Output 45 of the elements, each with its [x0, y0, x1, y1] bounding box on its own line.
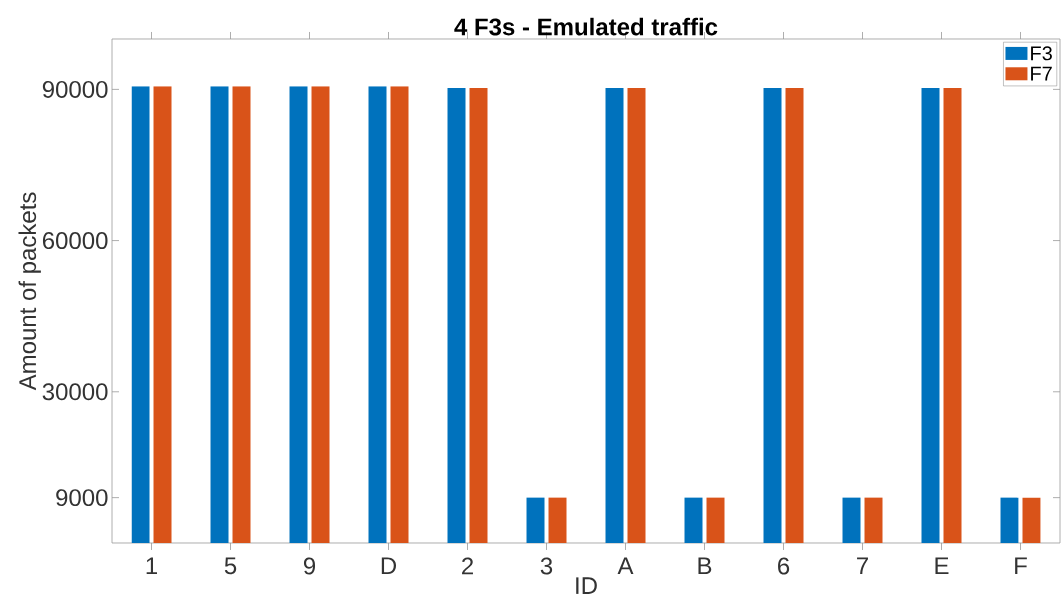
bar: [232, 86, 251, 543]
y-tick-label: 9000: [56, 489, 108, 507]
bar: [785, 87, 804, 543]
y-tick-label: 60000: [42, 232, 108, 250]
y-tick-label: 90000: [42, 80, 108, 98]
y-tick-label: 30000: [42, 383, 108, 401]
x-tick-label: 5: [224, 557, 237, 575]
x-tick-label: 7: [857, 557, 868, 575]
x-tick-label: B: [698, 557, 712, 575]
chart-title: 4 F3s - Emulated traffic: [454, 17, 718, 36]
bar: [627, 87, 646, 543]
x-axis-title: ID: [576, 577, 597, 594]
bar: [548, 497, 567, 543]
x-tick-label: F: [1015, 557, 1027, 575]
x-tick-label: 9: [303, 557, 316, 575]
bar: [684, 497, 703, 543]
bar: [447, 87, 466, 543]
bar: [131, 86, 150, 543]
bar: [605, 87, 624, 543]
x-tick-label: 2: [462, 557, 473, 575]
x-tick-label: D: [381, 557, 397, 575]
bar: [368, 86, 387, 543]
bar: [763, 87, 782, 543]
bar: [864, 497, 883, 543]
bar: [842, 497, 861, 543]
bar: [153, 86, 172, 543]
x-tick-label: 3: [540, 557, 553, 575]
bar: [390, 86, 409, 543]
legend-label: F7: [1031, 66, 1052, 81]
x-tick-label: 6: [778, 557, 790, 575]
bar: [706, 497, 725, 543]
x-tick-label: E: [935, 557, 949, 575]
bar: [289, 86, 308, 543]
bar: [311, 86, 330, 543]
x-tick-label: A: [617, 557, 634, 575]
bar: [210, 86, 229, 543]
bar: [526, 497, 545, 543]
bar: [1000, 497, 1019, 543]
y-axis-title: Amount of packets: [18, 192, 41, 391]
bar: [921, 87, 940, 543]
legend-label: F3: [1031, 46, 1052, 61]
x-tick-label: 1: [146, 557, 158, 575]
bar: [1022, 497, 1041, 543]
bar: [469, 87, 488, 543]
bar: [943, 87, 962, 543]
